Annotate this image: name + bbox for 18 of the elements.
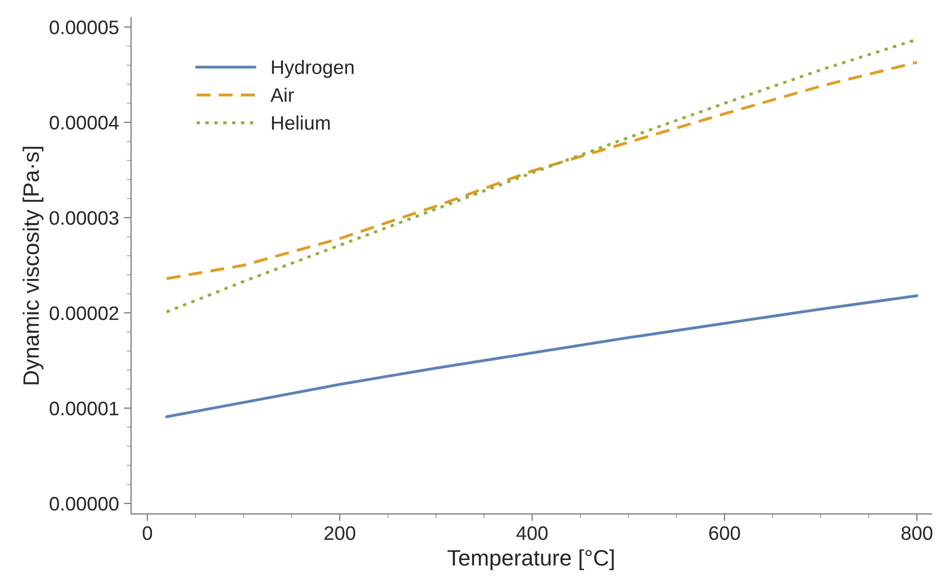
y-tick-label: 0.00005: [50, 20, 118, 34]
x-tick-label: 200: [324, 526, 356, 540]
line-series: [165, 294, 918, 418]
x-tick-label: 0: [142, 526, 152, 540]
y-tick-label: 0.00000: [50, 496, 118, 511]
x-tick-label: 600: [709, 526, 740, 540]
line-series: [165, 60, 918, 280]
legend-label: Helium: [272, 116, 330, 130]
y-tick-label: 0.00002: [50, 306, 118, 320]
y-tick-label: 0.00003: [50, 211, 118, 225]
y-axis-title: Dynamic viscosity [Pa·s]: [22, 146, 44, 384]
legend-label: Hydrogen: [272, 60, 354, 78]
x-tick-label: 800: [902, 526, 932, 540]
legend-label: Air: [270, 88, 294, 102]
y-tick-label: 0.00004: [50, 116, 119, 130]
x-tick-label: 400: [516, 526, 548, 540]
y-tick-label: 0.00001: [50, 402, 118, 416]
x-axis-title: Temperature [°C]: [448, 549, 614, 570]
